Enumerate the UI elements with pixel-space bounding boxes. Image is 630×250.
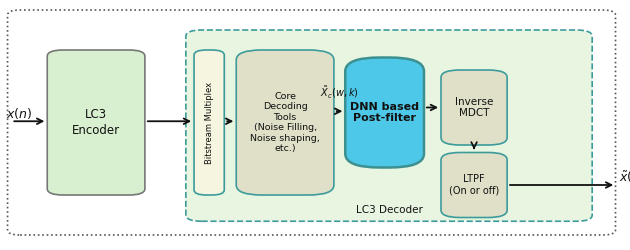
Text: Inverse
MDCT: Inverse MDCT bbox=[455, 97, 493, 118]
Text: LC3 Decoder: LC3 Decoder bbox=[355, 205, 423, 215]
Text: Bitstream Multiplex: Bitstream Multiplex bbox=[205, 82, 214, 164]
Text: $\tilde{x}(n)$: $\tilde{x}(n)$ bbox=[619, 170, 630, 185]
FancyBboxPatch shape bbox=[8, 10, 616, 235]
Text: LC3
Encoder: LC3 Encoder bbox=[72, 108, 120, 136]
Text: $\tilde{X}_c(w,k)$: $\tilde{X}_c(w,k)$ bbox=[320, 85, 359, 101]
FancyBboxPatch shape bbox=[186, 30, 592, 221]
Text: DNN based
Post-filter: DNN based Post-filter bbox=[350, 102, 419, 123]
Text: $x(n)$: $x(n)$ bbox=[6, 106, 33, 121]
FancyBboxPatch shape bbox=[345, 58, 424, 168]
FancyBboxPatch shape bbox=[194, 50, 224, 195]
FancyBboxPatch shape bbox=[441, 152, 507, 218]
FancyBboxPatch shape bbox=[441, 70, 507, 145]
FancyBboxPatch shape bbox=[236, 50, 334, 195]
Text: Core
Decoding
Tools
(Noise Filling,
Noise shaping,
etc.): Core Decoding Tools (Noise Filling, Nois… bbox=[250, 92, 320, 153]
Text: LTPF
(On or off): LTPF (On or off) bbox=[449, 174, 499, 196]
FancyBboxPatch shape bbox=[47, 50, 145, 195]
